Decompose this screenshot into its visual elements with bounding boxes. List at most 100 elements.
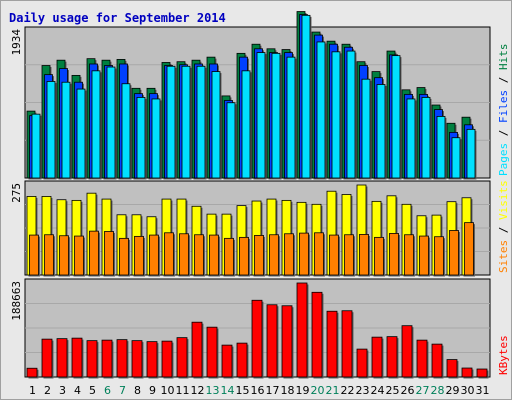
visits-bar-sites-26 xyxy=(404,234,414,276)
hits-bar-pages-14 xyxy=(226,102,236,179)
kbytes-bar-kbytes-30 xyxy=(461,367,473,378)
visits-bar-sites-22 xyxy=(344,234,354,276)
kbytes-bar-kbytes-18 xyxy=(281,305,293,378)
day-label-10: 10 xyxy=(161,384,175,397)
hits-bar-pages-28 xyxy=(436,116,446,179)
hits-bar-pages-27 xyxy=(421,97,431,179)
hits-panel: 1934 Pages / Files / Hits xyxy=(10,11,510,180)
day-label-4: 4 xyxy=(74,384,81,397)
kbytes-bar-kbytes-28 xyxy=(431,343,443,378)
kbytes-bar-kbytes-25 xyxy=(386,336,398,378)
visits-bar-sites-16 xyxy=(254,234,264,276)
hits-bar-pages-24 xyxy=(376,84,386,179)
day-label-15: 15 xyxy=(236,384,250,397)
kbytes-bar-kbytes-1 xyxy=(26,367,38,378)
day-label-1: 1 xyxy=(29,384,36,397)
hits-bar-pages-3 xyxy=(61,81,71,179)
legend-kbytes: KBytes xyxy=(497,335,510,375)
kbytes-bar-kbytes-6 xyxy=(101,339,113,378)
visits-panel: 275 Sites / Visits xyxy=(10,180,510,277)
visits-bar-sites-3 xyxy=(59,235,69,276)
day-label-12: 12 xyxy=(191,384,205,397)
kbytes-bar-kbytes-14 xyxy=(221,344,233,378)
hits-bar-pages-5 xyxy=(91,70,101,179)
kbytes-bar-kbytes-9 xyxy=(146,341,158,378)
kbytes-bar-kbytes-3 xyxy=(56,338,68,378)
visits-bar-sites-12 xyxy=(194,234,204,276)
hits-legend: Pages / Files / Hits xyxy=(497,44,510,177)
day-label-11: 11 xyxy=(176,384,190,397)
kbytes-bar-kbytes-17 xyxy=(266,304,278,378)
visits-bar-sites-27 xyxy=(419,235,429,276)
visits-bar-sites-24 xyxy=(374,236,384,276)
kbytes-bar-kbytes-15 xyxy=(236,342,248,378)
visits-bar-sites-20 xyxy=(314,232,324,276)
hits-bar-pages-2 xyxy=(46,81,56,179)
hits-bar-pages-11 xyxy=(181,65,191,179)
visits-bar-sites-23 xyxy=(359,234,369,276)
day-label-27: 27 xyxy=(416,384,430,397)
kbytes-bar-kbytes-29 xyxy=(446,359,458,378)
hits-bar-pages-15 xyxy=(241,70,251,179)
hits-bar-pages-29 xyxy=(451,137,461,179)
visits-bar-sites-14 xyxy=(224,237,234,276)
visits-bar-sites-17 xyxy=(269,234,279,276)
kbytes-bar-kbytes-11 xyxy=(176,337,188,378)
kbytes-bar-kbytes-4 xyxy=(71,337,83,378)
day-label-30: 30 xyxy=(461,384,475,397)
kbytes-bar-kbytes-31 xyxy=(476,368,488,378)
kbytes-bar-kbytes-23 xyxy=(356,348,368,378)
day-label-22: 22 xyxy=(341,384,355,397)
kbytes-bar-kbytes-7 xyxy=(116,339,128,378)
visits-bar-sites-4 xyxy=(74,235,84,276)
legend-sites: Sites xyxy=(497,240,510,273)
kbytes-bar-kbytes-27 xyxy=(416,339,428,378)
hits-bar-pages-6 xyxy=(106,66,116,179)
hits-bar-pages-1 xyxy=(31,113,41,179)
hits-bar-pages-4 xyxy=(76,88,86,179)
day-label-17: 17 xyxy=(266,384,280,397)
day-label-26: 26 xyxy=(401,384,415,397)
hits-bar-pages-8 xyxy=(136,97,146,179)
day-label-13: 13 xyxy=(206,384,220,397)
day-label-20: 20 xyxy=(311,384,325,397)
chart-title: Daily usage for September 2014 xyxy=(9,11,226,25)
hits-bar-pages-18 xyxy=(286,56,296,179)
day-label-5: 5 xyxy=(89,384,96,397)
visits-bar-sites-2 xyxy=(44,234,54,276)
kbytes-bar-kbytes-8 xyxy=(131,340,143,378)
day-label-29: 29 xyxy=(446,384,460,397)
visits-bar-sites-28 xyxy=(434,236,444,276)
day-label-19: 19 xyxy=(296,384,310,397)
visits-bar-sites-11 xyxy=(179,233,189,276)
visits-bar-sites-15 xyxy=(239,236,249,276)
hits-bar-pages-9 xyxy=(151,98,161,179)
hits-max-label: 1934 xyxy=(10,29,23,56)
visits-bar-sites-30 xyxy=(464,222,474,276)
day-label-25: 25 xyxy=(386,384,400,397)
visits-bar-sites-6 xyxy=(104,231,114,276)
legend-pages: Pages xyxy=(497,143,510,176)
visits-bar-sites-25 xyxy=(389,233,399,276)
visits-bar-sites-18 xyxy=(284,233,294,276)
hits-bar-pages-25 xyxy=(391,55,401,179)
kbytes-bar-kbytes-21 xyxy=(326,310,338,378)
day-label-18: 18 xyxy=(281,384,295,397)
day-label-3: 3 xyxy=(59,384,66,397)
day-label-23: 23 xyxy=(356,384,370,397)
kbytes-bar-kbytes-26 xyxy=(401,325,413,378)
legend-separator: / xyxy=(497,70,510,90)
day-label-2: 2 xyxy=(44,384,51,397)
kbytes-bar-kbytes-16 xyxy=(251,299,263,378)
hits-bar-pages-22 xyxy=(346,50,356,179)
day-label-21: 21 xyxy=(326,384,340,397)
kbytes-legend: KBytes xyxy=(497,335,510,375)
kbytes-bar-kbytes-5 xyxy=(86,340,98,378)
hits-bar-pages-30 xyxy=(466,128,476,179)
visits-bar-sites-8 xyxy=(134,235,144,276)
day-label-7: 7 xyxy=(119,384,126,397)
kbytes-bar-kbytes-24 xyxy=(371,336,383,378)
legend-hits: Hits xyxy=(497,44,510,71)
day-label-6: 6 xyxy=(104,384,111,397)
